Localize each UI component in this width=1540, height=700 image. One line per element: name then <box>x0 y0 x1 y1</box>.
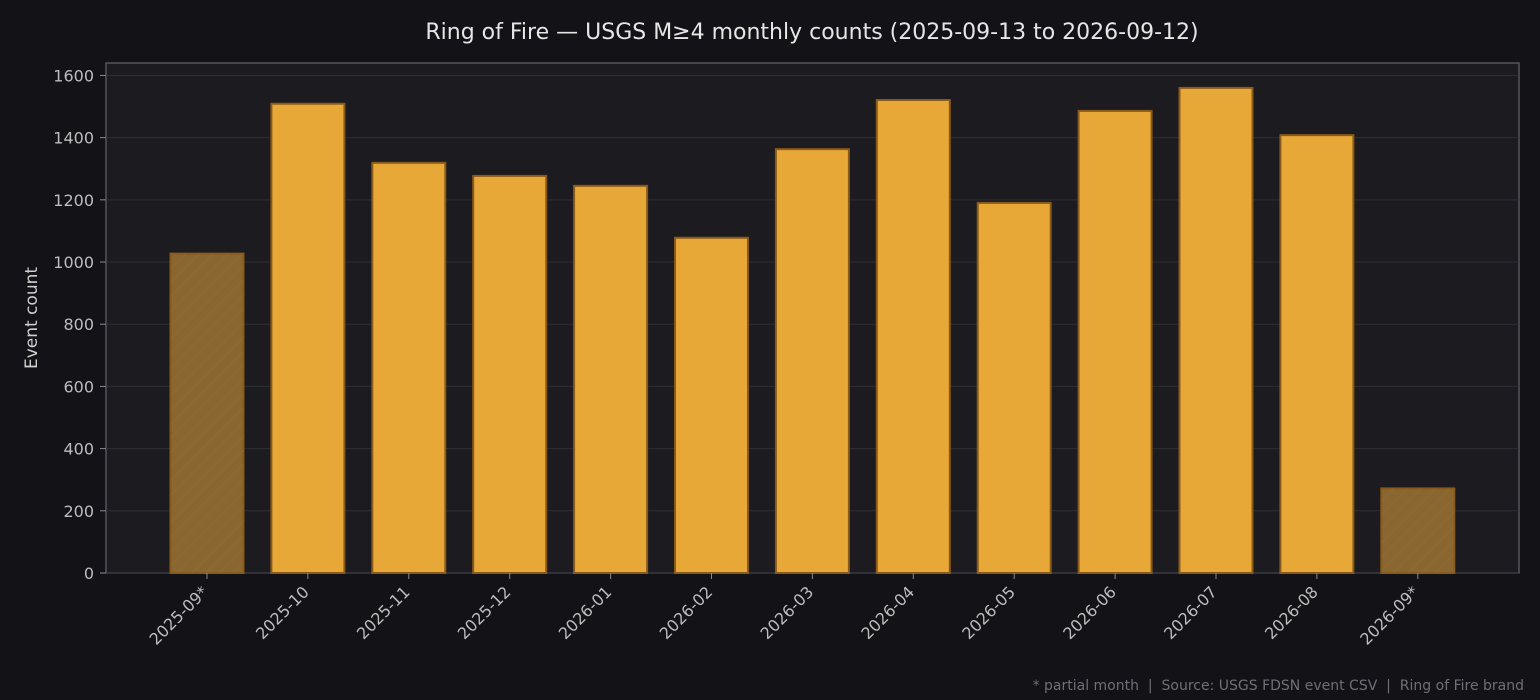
x-tick-labels: 2025-09* 2025-10 2025-11 2025-12 2026-01 2026… <box>145 582 1422 648</box>
bar <box>270 102 346 575</box>
chart-title: Ring of Fire — USGS M≥4 monthly counts (… <box>425 20 1198 45</box>
bar <box>1178 86 1254 574</box>
x-tick-label: 2025-10 <box>252 582 313 643</box>
bar <box>371 161 447 574</box>
x-tick-label: 2026-03 <box>757 582 818 643</box>
bar <box>472 174 548 574</box>
bar-hatch <box>170 253 244 573</box>
x-tick-label: 2026-04 <box>857 582 918 643</box>
x-tick-label: 2025-12 <box>454 582 515 643</box>
x-tick-label: 2026-07 <box>1160 582 1221 643</box>
bar <box>774 148 850 574</box>
bar <box>1077 109 1153 574</box>
bars <box>169 86 1456 575</box>
bar-hatch <box>1381 488 1455 573</box>
x-tick-label: 2025-09* <box>145 582 211 648</box>
y-tick-label: 600 <box>63 377 94 396</box>
x-tick-label: 2026-02 <box>656 582 717 643</box>
bar <box>674 236 749 575</box>
y-tick-label: 1200 <box>53 191 94 210</box>
bar <box>875 99 951 574</box>
x-tick-label: 2026-01 <box>555 582 616 643</box>
bar <box>1279 134 1355 575</box>
axes <box>100 74 1419 579</box>
y-tick-label: 400 <box>63 440 94 459</box>
y-tick-labels: 0 200 400 600 800 1000 1200 1400 1600 <box>53 66 94 583</box>
x-tick-label: 2025-11 <box>353 582 414 643</box>
bar <box>976 201 1052 574</box>
x-tick-label: 2026-05 <box>958 582 1019 643</box>
y-tick-label: 0 <box>84 564 94 583</box>
y-tick-label: 800 <box>63 315 94 334</box>
y-tick-label: 1600 <box>53 66 94 85</box>
y-tick-label: 1400 <box>53 129 94 148</box>
y-axis-label: Event count <box>22 267 42 369</box>
y-tick-label: 200 <box>63 502 94 521</box>
y-tick-label: 1000 <box>53 253 94 272</box>
x-tick-label: 2026-08 <box>1261 582 1322 643</box>
x-tick-label: 2026-09* <box>1356 582 1422 648</box>
x-tick-label: 2026-06 <box>1059 582 1120 643</box>
footnote: * partial month | Source: USGS FDSN even… <box>1033 678 1524 694</box>
bar <box>573 184 649 575</box>
